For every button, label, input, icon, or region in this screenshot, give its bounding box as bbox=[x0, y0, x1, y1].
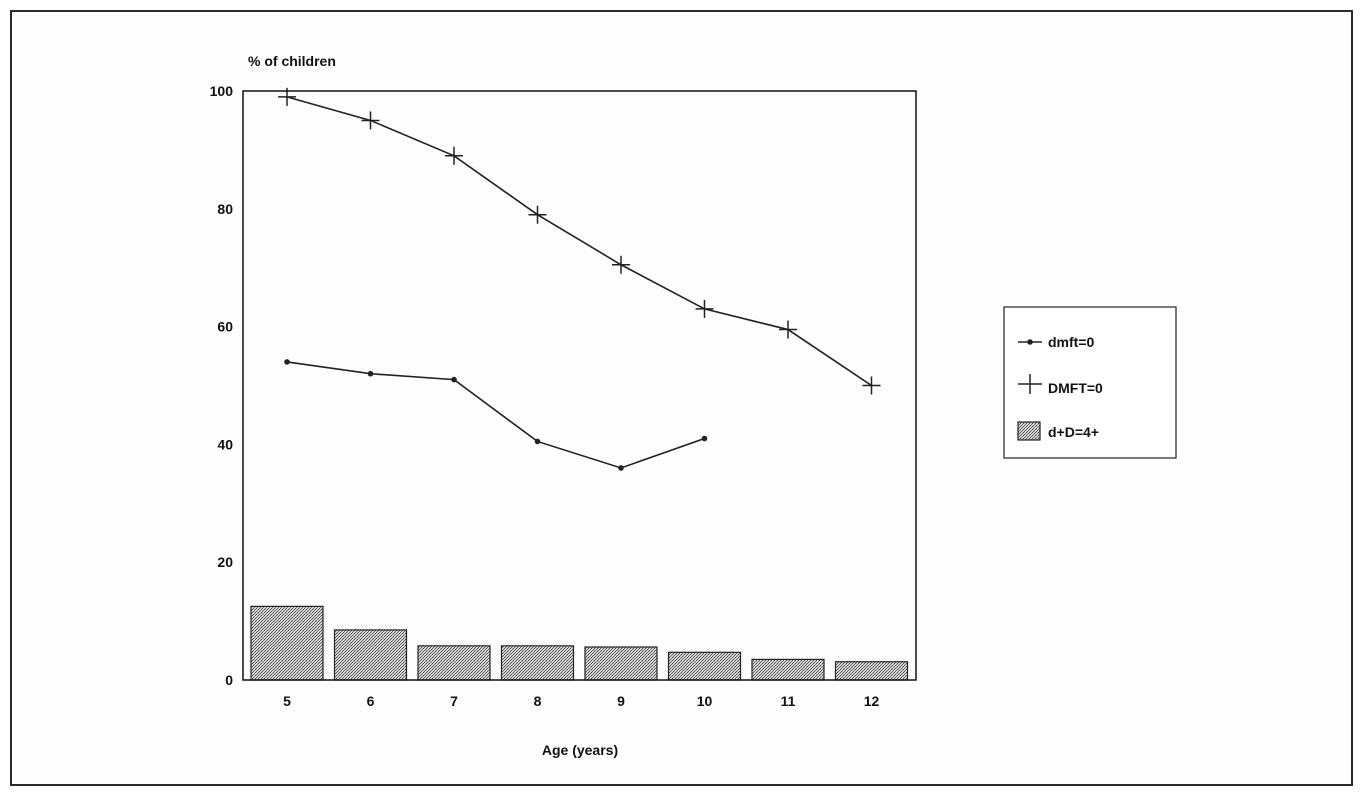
bar bbox=[834, 661, 909, 681]
x-tick-label: 8 bbox=[534, 693, 542, 709]
bar bbox=[667, 651, 742, 681]
x-axis-label: Age (years) bbox=[542, 742, 618, 758]
x-tick-label: 6 bbox=[367, 693, 375, 709]
data-point bbox=[445, 146, 463, 165]
legend-swatch bbox=[1017, 421, 1041, 441]
y-tick-label: 80 bbox=[217, 201, 233, 217]
series-line bbox=[286, 361, 705, 469]
data-point bbox=[701, 435, 708, 442]
data-point bbox=[528, 205, 547, 224]
plot-area-border bbox=[242, 90, 917, 681]
bar-series bbox=[250, 605, 909, 681]
bar bbox=[500, 645, 575, 681]
legend-label: d+D=4+ bbox=[1048, 424, 1099, 440]
data-point bbox=[862, 376, 881, 395]
x-tick-label: 11 bbox=[781, 693, 796, 709]
legend-label: dmft=0 bbox=[1048, 334, 1095, 350]
x-tick-label: 7 bbox=[450, 693, 458, 709]
line-series bbox=[278, 87, 881, 471]
x-tick-label: 9 bbox=[617, 693, 625, 709]
legend-item: DMFT=0 bbox=[1018, 374, 1103, 396]
x-tick-label: 5 bbox=[283, 693, 291, 709]
bar bbox=[751, 658, 825, 681]
bar bbox=[417, 645, 491, 681]
x-tick-label: 10 bbox=[697, 693, 713, 709]
data-point bbox=[534, 438, 541, 445]
y-tick-label: 0 bbox=[225, 672, 233, 688]
x-axis: 5 6 7 8 9 10 11 12 bbox=[283, 693, 879, 709]
bar bbox=[584, 646, 658, 681]
data-point bbox=[618, 465, 624, 471]
bar bbox=[250, 605, 324, 681]
y-tick-label: 100 bbox=[210, 83, 234, 99]
data-point bbox=[612, 255, 630, 274]
y-tick-label: 40 bbox=[217, 436, 233, 452]
legend-label: DMFT=0 bbox=[1048, 380, 1103, 396]
data-point bbox=[367, 370, 374, 377]
y-axis-label: % of children bbox=[248, 53, 336, 69]
series-line bbox=[286, 96, 872, 387]
bar bbox=[333, 629, 408, 681]
y-tick-label: 20 bbox=[217, 554, 233, 570]
x-tick-label: 12 bbox=[864, 693, 880, 709]
legend-item: dmft=0 bbox=[1018, 334, 1095, 350]
y-axis: 0 20 40 60 80 100 bbox=[210, 83, 234, 688]
data-point bbox=[779, 320, 797, 339]
data-point bbox=[284, 359, 290, 365]
legend: dmft=0 DMFT=0 d+D=4+ bbox=[1003, 306, 1177, 459]
data-point bbox=[451, 376, 457, 383]
legend-marker bbox=[1027, 339, 1033, 345]
legend-item: d+D=4+ bbox=[1017, 421, 1099, 441]
data-point bbox=[361, 111, 380, 130]
y-tick-label: 60 bbox=[217, 319, 233, 335]
data-point bbox=[695, 299, 714, 318]
